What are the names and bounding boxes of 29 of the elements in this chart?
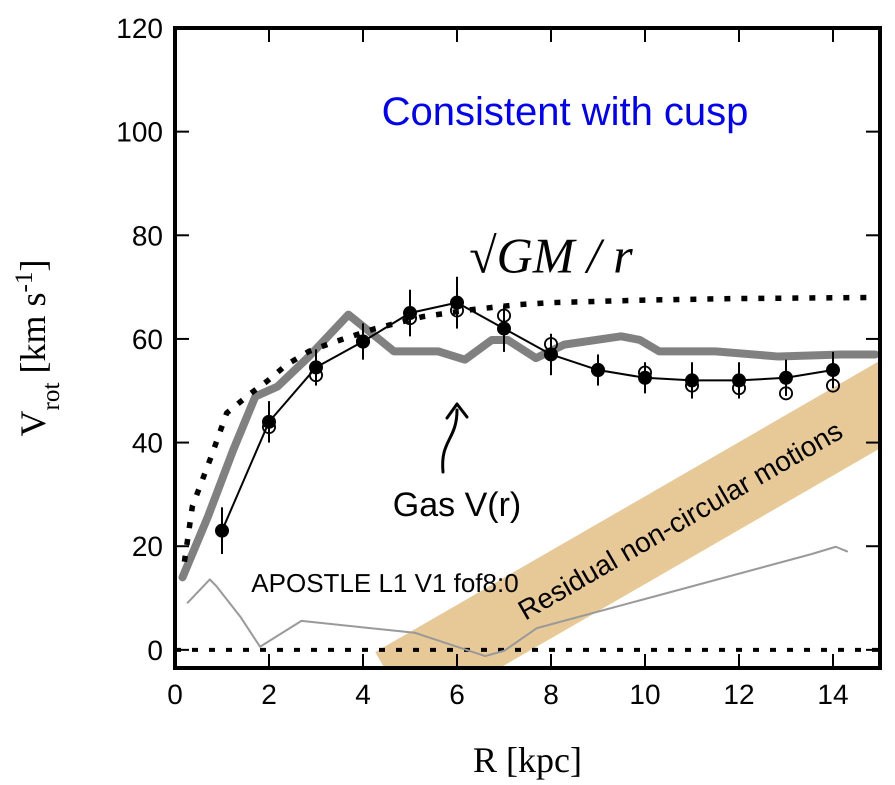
series-label: √GM / r: [469, 228, 634, 284]
y-tick-label: 80: [132, 220, 163, 252]
y-tick-label: 60: [132, 324, 163, 355]
annotation: Gas V(r): [392, 486, 522, 524]
point: [826, 363, 840, 378]
annotation: Consistent with cusp: [382, 90, 748, 134]
point: [544, 347, 558, 362]
point: [215, 524, 229, 538]
point: [779, 370, 793, 385]
point: [497, 308, 511, 323]
x-tick-label: 14: [817, 679, 849, 710]
point: [497, 322, 511, 336]
annotation: APOSTLE L1 V1 fof8:0: [251, 568, 519, 598]
y-tick-label: 20: [132, 531, 163, 562]
y-tick-label: 40: [132, 428, 163, 459]
point: [826, 378, 840, 393]
x-axis-title: R [kpc]: [473, 740, 582, 780]
x-tick-label: 6: [449, 679, 465, 710]
y-tick-label: 0: [147, 634, 163, 666]
x-tick-label: 8: [543, 679, 559, 710]
x-tick-label: 4: [355, 679, 371, 710]
x-tick-label: 10: [629, 679, 661, 710]
y-tick-label: 120: [116, 13, 163, 44]
point: [544, 337, 558, 352]
x-tick-label: 12: [723, 679, 755, 710]
y-tick-label: 100: [116, 116, 163, 148]
x-tick-label: 2: [261, 679, 277, 710]
point: [779, 386, 793, 400]
x-tick-label: 0: [167, 679, 183, 710]
